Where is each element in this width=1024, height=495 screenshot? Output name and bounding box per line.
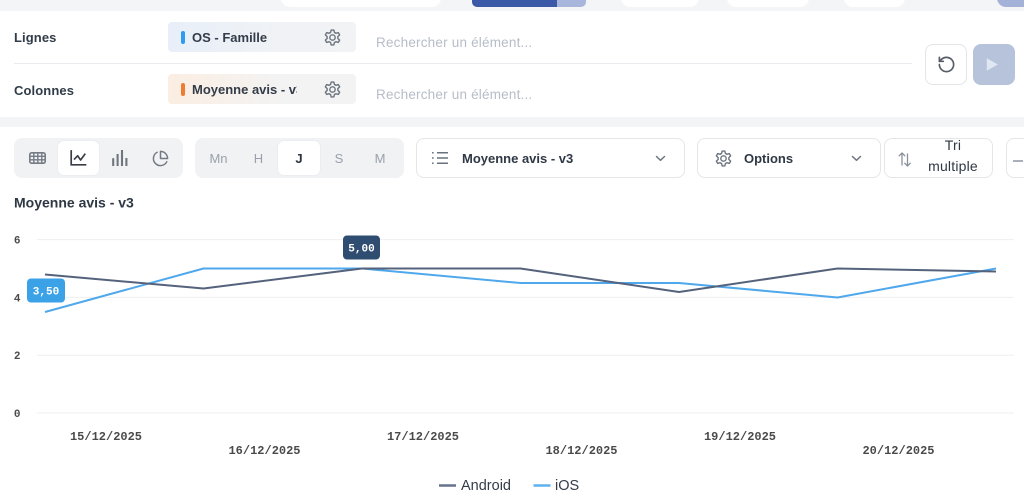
svg-text:19/12/2025: 19/12/2025 <box>704 430 776 444</box>
svg-text:3,50: 3,50 <box>33 287 59 299</box>
svg-text:Android: Android <box>461 478 511 494</box>
svg-text:0: 0 <box>14 409 21 421</box>
svg-text:iOS: iOS <box>555 478 579 494</box>
svg-text:16/12/2025: 16/12/2025 <box>228 444 300 458</box>
svg-text:17/12/2025: 17/12/2025 <box>387 430 459 444</box>
svg-text:6: 6 <box>14 236 21 248</box>
svg-text:2: 2 <box>14 351 21 363</box>
svg-text:Moyenne avis - v3: Moyenne avis - v3 <box>14 195 134 211</box>
svg-text:4: 4 <box>14 293 21 305</box>
svg-text:20/12/2025: 20/12/2025 <box>862 444 934 458</box>
svg-text:5,00: 5,00 <box>348 244 374 256</box>
svg-text:18/12/2025: 18/12/2025 <box>545 444 617 458</box>
svg-text:15/12/2025: 15/12/2025 <box>70 430 142 444</box>
